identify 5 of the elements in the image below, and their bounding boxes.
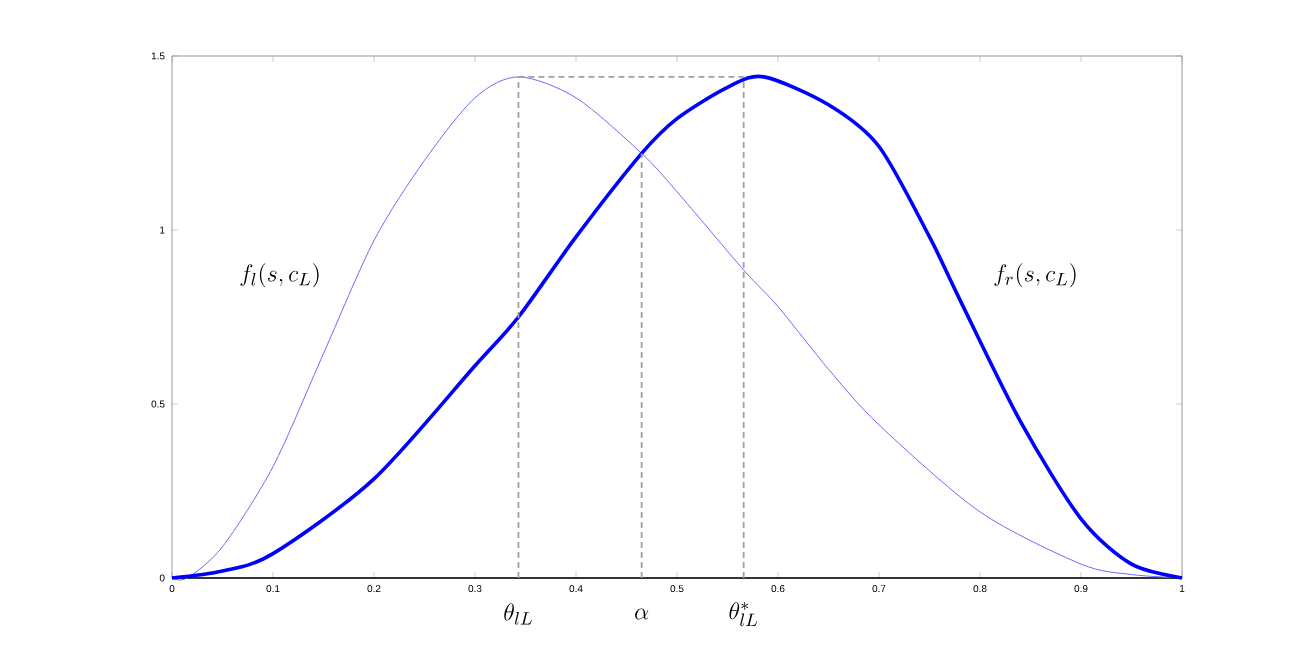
- text: $\theta^*_{lL}$: [729, 602, 758, 627]
- text: $\theta_{lL}$: [504, 603, 532, 625]
- annotation: $f_l(s,c_L)$: [240, 263, 319, 288]
- annotation: $f_r(s,c_L)$: [994, 263, 1076, 288]
- text: $\alpha$: [635, 608, 649, 620]
